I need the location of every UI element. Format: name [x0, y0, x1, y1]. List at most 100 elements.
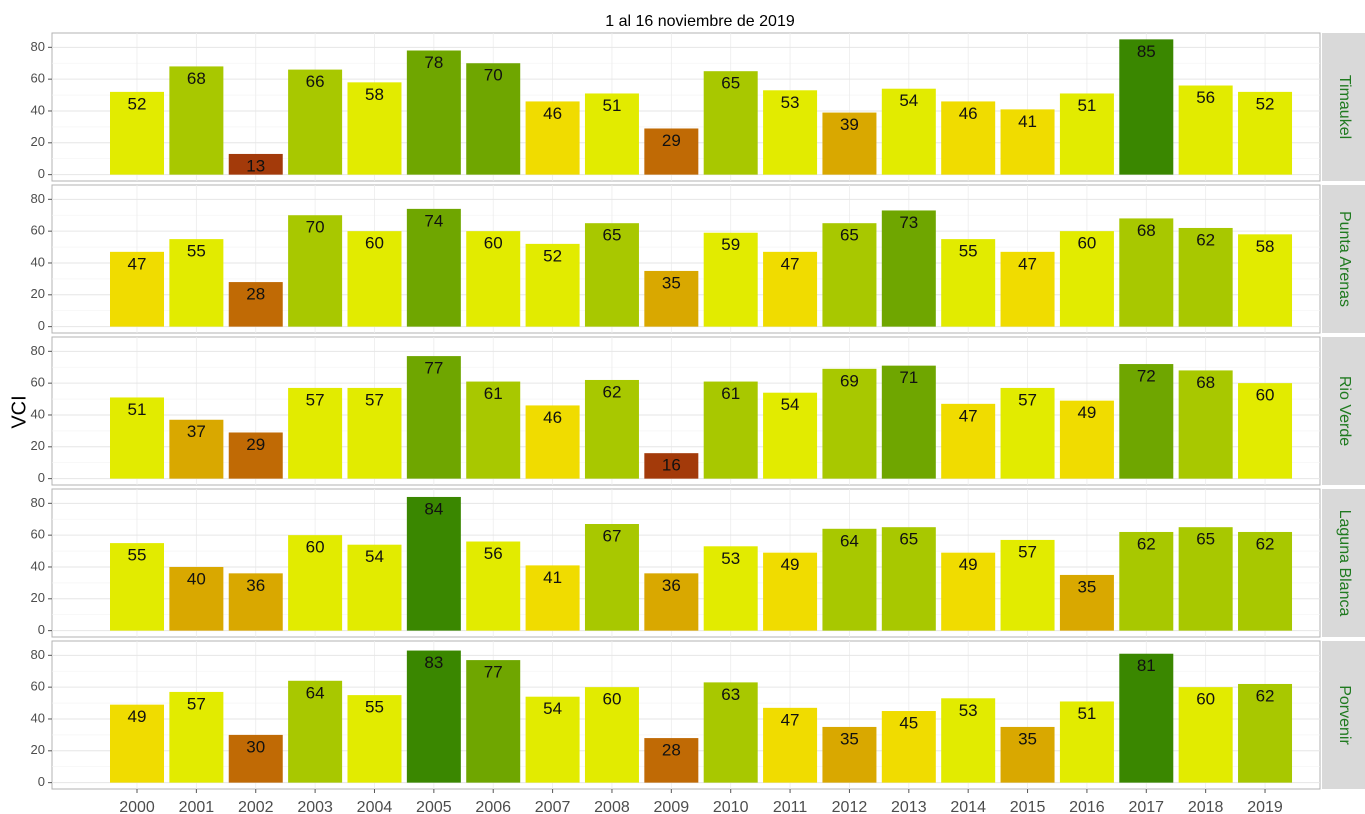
- bar: [406, 650, 461, 783]
- y-tick-label: 0: [38, 622, 45, 637]
- x-tick-label: 2008: [594, 799, 630, 814]
- value-label: 68: [1196, 373, 1215, 392]
- value-label: 29: [246, 435, 265, 454]
- bar: [228, 282, 283, 327]
- value-label: 29: [662, 131, 681, 150]
- bar: [822, 528, 877, 631]
- value-label: 39: [840, 115, 859, 134]
- bar: [466, 541, 521, 631]
- bar: [466, 231, 521, 327]
- bar: [228, 432, 283, 479]
- x-tick-label: 2000: [119, 799, 155, 814]
- value-label: 77: [484, 663, 503, 682]
- bar: [941, 101, 996, 175]
- value-label: 62: [1196, 230, 1215, 249]
- bar: [881, 88, 936, 175]
- bar: [169, 239, 224, 327]
- y-tick-label: 0: [38, 318, 45, 333]
- value-label: 65: [840, 226, 859, 245]
- value-label: 53: [721, 549, 740, 568]
- value-label: 60: [365, 234, 384, 253]
- bar: [1178, 227, 1233, 327]
- x-tick-label: 2018: [1188, 799, 1224, 814]
- x-tick-label: 2007: [535, 799, 571, 814]
- y-tick-label: 20: [31, 438, 45, 453]
- bar: [584, 379, 639, 479]
- y-tick-label: 40: [31, 102, 45, 117]
- bar: [1059, 574, 1114, 631]
- facet-label: Porvenir: [1336, 685, 1353, 745]
- bar: [110, 543, 164, 631]
- value-label: 64: [306, 683, 325, 702]
- y-tick-label: 60: [31, 679, 45, 694]
- x-tick-label: 2002: [238, 799, 274, 814]
- y-tick-label: 40: [31, 406, 45, 421]
- value-label: 49: [128, 707, 147, 726]
- value-label: 55: [959, 242, 978, 261]
- bar: [763, 251, 818, 327]
- value-label: 77: [424, 359, 443, 378]
- bar: [110, 397, 164, 479]
- value-label: 60: [484, 234, 503, 253]
- bar: [406, 496, 461, 631]
- value-label: 52: [543, 246, 562, 265]
- value-label: 54: [899, 91, 918, 110]
- bar: [1059, 231, 1114, 327]
- value-label: 13: [246, 156, 265, 175]
- y-tick-label: 0: [38, 774, 45, 789]
- y-tick-label: 0: [38, 166, 45, 181]
- value-label: 60: [1256, 386, 1275, 405]
- bar: [822, 112, 877, 175]
- bar: [1119, 364, 1174, 479]
- facet-label: Rio Verde: [1336, 376, 1353, 446]
- bar: [822, 223, 877, 327]
- bar: [822, 368, 877, 479]
- value-label: 62: [602, 382, 621, 401]
- bar: [881, 365, 936, 479]
- bar: [406, 50, 461, 175]
- value-label: 65: [899, 530, 918, 549]
- value-label: 49: [959, 555, 978, 574]
- y-tick-label: 20: [31, 590, 45, 605]
- x-tick-label: 2016: [1069, 799, 1105, 814]
- bar: [1238, 234, 1293, 327]
- value-label: 85: [1137, 42, 1156, 61]
- strip: [1322, 33, 1365, 181]
- value-label: 56: [1196, 88, 1215, 107]
- bar: [228, 153, 283, 175]
- value-label: 51: [1077, 704, 1096, 723]
- value-label: 57: [1018, 390, 1037, 409]
- y-tick-label: 80: [31, 647, 45, 662]
- bar: [347, 544, 402, 631]
- x-tick-label: 2006: [475, 799, 511, 814]
- value-label: 53: [781, 93, 800, 112]
- bar: [1178, 687, 1233, 783]
- value-label: 57: [1018, 542, 1037, 561]
- value-label: 52: [1256, 94, 1275, 113]
- value-label: 46: [543, 104, 562, 123]
- bar: [763, 552, 818, 631]
- value-label: 53: [959, 701, 978, 720]
- strip: [1322, 641, 1365, 789]
- bar: [584, 687, 639, 783]
- y-tick-label: 20: [31, 134, 45, 149]
- value-label: 54: [543, 699, 562, 718]
- value-label: 47: [959, 406, 978, 425]
- bar: [228, 734, 283, 783]
- y-tick-label: 80: [31, 343, 45, 358]
- bar: [169, 566, 224, 631]
- x-tick-label: 2005: [416, 799, 452, 814]
- y-tick-label: 20: [31, 742, 45, 757]
- value-label: 47: [781, 254, 800, 273]
- bar: [110, 91, 164, 175]
- bar: [763, 392, 818, 479]
- bar: [644, 573, 699, 631]
- value-label: 55: [187, 242, 206, 261]
- value-label: 49: [781, 555, 800, 574]
- value-label: 47: [128, 254, 147, 273]
- value-label: 65: [1196, 530, 1215, 549]
- bar: [1000, 109, 1055, 175]
- bar: [288, 387, 343, 479]
- value-label: 62: [1256, 686, 1275, 705]
- bar: [1059, 400, 1114, 479]
